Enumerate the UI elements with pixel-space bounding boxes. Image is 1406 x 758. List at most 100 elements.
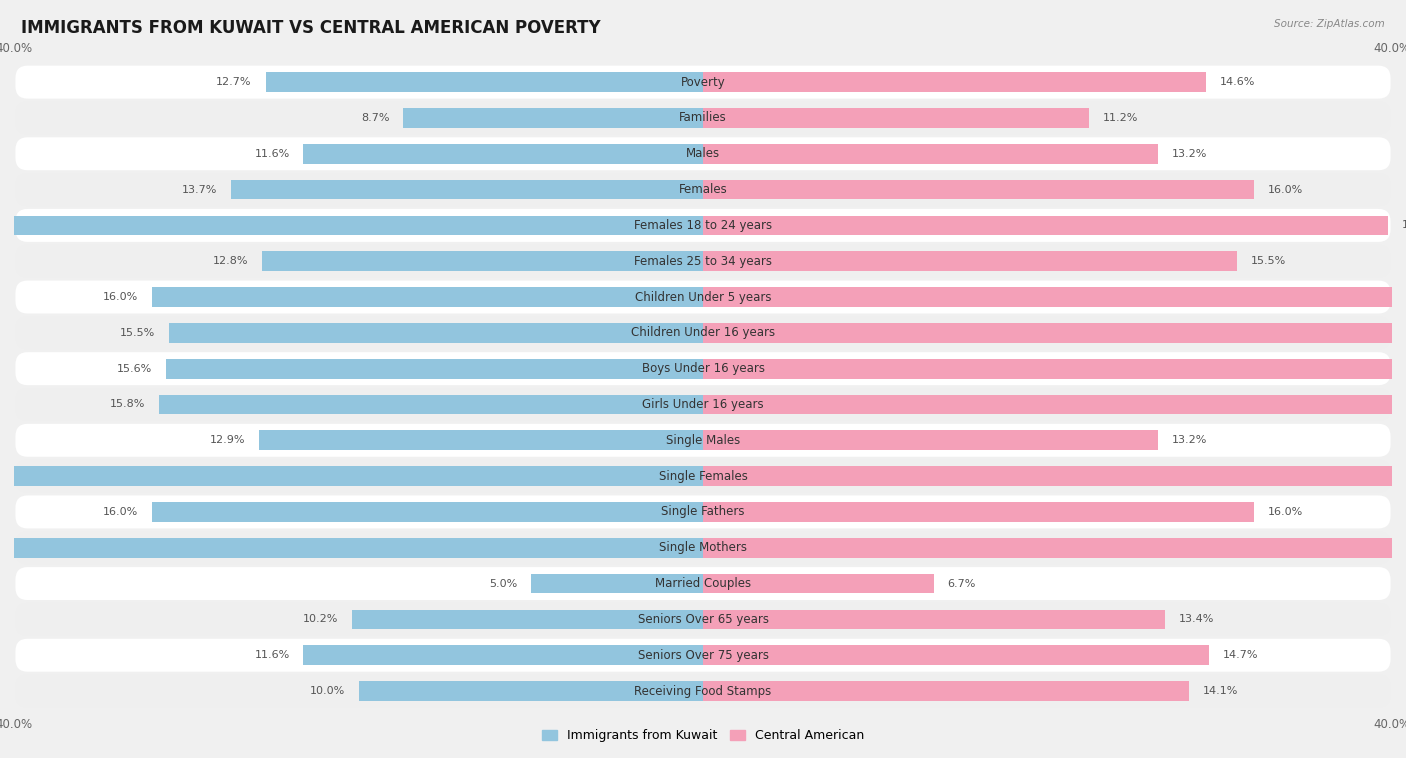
Bar — [4, 466, 703, 486]
Text: 15.6%: 15.6% — [117, 364, 152, 374]
Text: Children Under 5 years: Children Under 5 years — [634, 290, 772, 303]
Bar — [231, 180, 703, 199]
Text: Married Couples: Married Couples — [655, 577, 751, 590]
Bar — [531, 574, 703, 594]
Bar — [703, 72, 1206, 92]
Bar — [703, 502, 1254, 522]
Text: 15.5%: 15.5% — [120, 328, 155, 338]
Bar — [703, 108, 1088, 128]
Text: Children Under 16 years: Children Under 16 years — [631, 327, 775, 340]
Bar — [304, 144, 703, 164]
FancyBboxPatch shape — [15, 316, 1391, 349]
Bar — [703, 359, 1395, 378]
FancyBboxPatch shape — [15, 209, 1391, 242]
FancyBboxPatch shape — [15, 173, 1391, 206]
Legend: Immigrants from Kuwait, Central American: Immigrants from Kuwait, Central American — [541, 729, 865, 742]
Bar — [359, 681, 703, 701]
FancyBboxPatch shape — [15, 352, 1391, 385]
Text: 14.7%: 14.7% — [1223, 650, 1258, 660]
FancyBboxPatch shape — [15, 102, 1391, 134]
Bar — [404, 108, 703, 128]
Text: 16.0%: 16.0% — [103, 507, 138, 517]
Text: 12.9%: 12.9% — [209, 435, 245, 445]
Text: Single Mothers: Single Mothers — [659, 541, 747, 554]
Text: 11.6%: 11.6% — [254, 650, 290, 660]
Text: Males: Males — [686, 147, 720, 160]
Bar — [262, 252, 703, 271]
Text: 13.4%: 13.4% — [1178, 615, 1213, 625]
Bar — [166, 359, 703, 378]
Text: 11.2%: 11.2% — [1102, 113, 1137, 123]
Bar — [703, 431, 1157, 450]
Bar — [352, 609, 703, 629]
Text: Source: ZipAtlas.com: Source: ZipAtlas.com — [1274, 19, 1385, 29]
Bar — [169, 323, 703, 343]
Bar — [703, 180, 1254, 199]
Bar — [703, 574, 934, 594]
FancyBboxPatch shape — [15, 280, 1391, 314]
Text: 13.2%: 13.2% — [1171, 435, 1206, 445]
Text: 6.7%: 6.7% — [948, 578, 976, 588]
Text: 14.6%: 14.6% — [1219, 77, 1256, 87]
Text: 16.0%: 16.0% — [1268, 185, 1303, 195]
Bar — [703, 323, 1392, 343]
Text: 13.7%: 13.7% — [181, 185, 218, 195]
Bar — [152, 287, 703, 307]
Text: Receiving Food Stamps: Receiving Food Stamps — [634, 684, 772, 697]
Bar — [703, 287, 1406, 307]
Text: Seniors Over 75 years: Seniors Over 75 years — [637, 649, 769, 662]
Text: Single Females: Single Females — [658, 470, 748, 483]
Text: 15.5%: 15.5% — [1251, 256, 1286, 266]
FancyBboxPatch shape — [15, 388, 1391, 421]
Text: 11.6%: 11.6% — [254, 149, 290, 158]
Bar — [0, 215, 703, 235]
Text: Females: Females — [679, 183, 727, 196]
Text: Seniors Over 65 years: Seniors Over 65 years — [637, 613, 769, 626]
Text: 5.0%: 5.0% — [489, 578, 517, 588]
Text: 10.2%: 10.2% — [302, 615, 337, 625]
Bar — [703, 144, 1157, 164]
Bar — [703, 681, 1188, 701]
Bar — [703, 395, 1399, 415]
FancyBboxPatch shape — [15, 245, 1391, 277]
FancyBboxPatch shape — [15, 675, 1391, 707]
Text: Females 25 to 34 years: Females 25 to 34 years — [634, 255, 772, 268]
Text: 10.0%: 10.0% — [309, 686, 344, 696]
FancyBboxPatch shape — [15, 424, 1391, 457]
Bar — [703, 215, 1389, 235]
Text: Boys Under 16 years: Boys Under 16 years — [641, 362, 765, 375]
Bar — [703, 645, 1209, 665]
FancyBboxPatch shape — [15, 66, 1391, 99]
Text: 16.0%: 16.0% — [103, 292, 138, 302]
Bar — [0, 538, 703, 558]
Text: Single Fathers: Single Fathers — [661, 506, 745, 518]
FancyBboxPatch shape — [15, 496, 1391, 528]
Text: 19.9%: 19.9% — [1402, 221, 1406, 230]
Text: Families: Families — [679, 111, 727, 124]
Text: 12.7%: 12.7% — [217, 77, 252, 87]
Bar — [152, 502, 703, 522]
FancyBboxPatch shape — [15, 531, 1391, 564]
Text: Single Males: Single Males — [666, 434, 740, 446]
Bar — [159, 395, 703, 415]
Bar — [703, 466, 1406, 486]
FancyBboxPatch shape — [15, 639, 1391, 672]
Text: 8.7%: 8.7% — [361, 113, 389, 123]
Bar — [703, 609, 1164, 629]
FancyBboxPatch shape — [15, 459, 1391, 493]
Text: Girls Under 16 years: Girls Under 16 years — [643, 398, 763, 411]
Bar — [266, 72, 703, 92]
Text: 16.0%: 16.0% — [1268, 507, 1303, 517]
Text: 13.2%: 13.2% — [1171, 149, 1206, 158]
Text: IMMIGRANTS FROM KUWAIT VS CENTRAL AMERICAN POVERTY: IMMIGRANTS FROM KUWAIT VS CENTRAL AMERIC… — [21, 19, 600, 37]
Text: Females 18 to 24 years: Females 18 to 24 years — [634, 219, 772, 232]
Bar — [703, 538, 1406, 558]
Bar — [259, 431, 703, 450]
Text: 15.8%: 15.8% — [110, 399, 145, 409]
Text: 14.1%: 14.1% — [1202, 686, 1237, 696]
Bar — [703, 252, 1237, 271]
Text: Poverty: Poverty — [681, 76, 725, 89]
FancyBboxPatch shape — [15, 603, 1391, 636]
Text: 12.8%: 12.8% — [212, 256, 249, 266]
Bar — [304, 645, 703, 665]
